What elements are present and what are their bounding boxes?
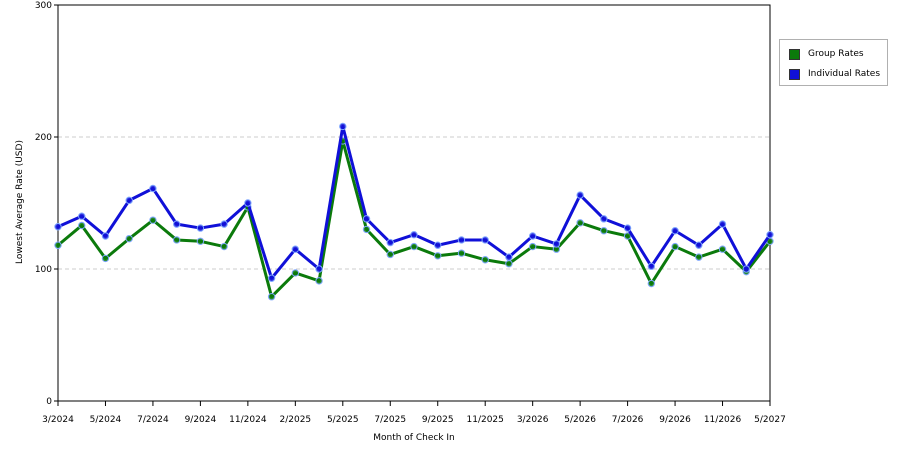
data-point-individual-rates <box>647 262 656 271</box>
legend-swatch-group-rates <box>789 48 800 60</box>
data-point-group-rates <box>315 277 323 285</box>
legend-item-individual-rates: Individual Rates <box>789 67 880 81</box>
data-point-individual-rates <box>125 196 133 205</box>
data-point-group-rates <box>172 236 181 244</box>
data-point-group-rates <box>125 234 133 243</box>
data-point-group-rates <box>481 256 489 264</box>
data-point-individual-rates <box>457 236 466 244</box>
data-point-individual-rates <box>766 230 774 239</box>
data-point-group-rates <box>671 242 679 251</box>
x-tick-label: 5/2025 <box>327 415 359 425</box>
data-point-group-rates <box>434 252 442 260</box>
x-tick-label: 3/2024 <box>42 415 74 425</box>
series-line-group-rates <box>56 139 772 299</box>
axes-layer: 0 100 200 300 3/2024 5/2024 7/2024 9/2024 11/202… <box>35 1 786 425</box>
data-point-individual-rates <box>600 215 608 223</box>
x-tick-label: 7/2024 <box>137 415 169 425</box>
data-point-group-rates <box>505 260 513 268</box>
y-tick-label: 300 <box>35 1 52 11</box>
data-point-individual-rates <box>671 227 679 235</box>
data-point-group-rates <box>718 245 727 253</box>
x-tick-label: 9/2025 <box>422 415 454 425</box>
plot-frame <box>57 4 771 402</box>
data-point-group-rates <box>457 249 466 257</box>
x-tick-label: 9/2024 <box>185 415 217 425</box>
x-tick-label: 5/2024 <box>90 415 122 425</box>
data-point-group-rates <box>410 242 418 251</box>
y-tick-label: 0 <box>46 397 52 407</box>
data-point-group-rates <box>362 225 371 234</box>
data-point-individual-rates <box>244 199 252 207</box>
x-tick-label: 7/2026 <box>612 415 644 425</box>
data-point-group-rates <box>695 253 703 261</box>
legend-label-group-rates: Group Rates <box>808 49 864 59</box>
data-point-individual-rates <box>78 212 86 220</box>
x-tick-label: 9/2026 <box>659 415 691 425</box>
x-tick-label: 5/2027 <box>754 415 786 425</box>
x-tick-label: 7/2025 <box>374 415 406 425</box>
data-point-group-rates <box>220 242 228 251</box>
x-tick-label: 3/2026 <box>517 415 549 425</box>
data-point-group-rates <box>267 293 276 301</box>
data-point-individual-rates <box>505 253 513 261</box>
data-point-individual-rates <box>623 224 632 232</box>
data-point-individual-rates <box>552 240 561 248</box>
data-point-individual-rates <box>149 184 157 193</box>
x-axis-title: Month of Check In <box>373 433 455 443</box>
data-point-group-rates <box>54 241 62 249</box>
legend-item-group-rates: Group Rates <box>789 47 864 61</box>
data-point-group-rates <box>78 221 86 230</box>
y-tick-label: 200 <box>35 133 52 143</box>
legend-label-individual-rates: Individual Rates <box>808 69 881 79</box>
data-point-individual-rates <box>695 241 703 249</box>
data-point-individual-rates <box>54 223 62 231</box>
data-point-individual-rates <box>742 265 750 273</box>
y-axis-title: Lowest Average Rate (USD) <box>15 140 25 264</box>
data-point-group-rates <box>528 242 537 251</box>
data-point-group-rates <box>149 216 157 224</box>
x-tick-label: 11/2024 <box>229 415 267 425</box>
data-point-individual-rates <box>220 220 228 228</box>
data-point-group-rates <box>291 269 300 277</box>
data-point-individual-rates <box>386 238 394 247</box>
data-point-individual-rates <box>172 220 181 228</box>
data-point-individual-rates <box>528 232 537 240</box>
data-point-individual-rates <box>481 236 489 244</box>
data-point-individual-rates <box>267 274 276 282</box>
data-point-individual-rates <box>718 220 727 228</box>
data-point-individual-rates <box>101 232 110 240</box>
data-point-group-rates <box>576 219 584 227</box>
series-line-individual-rates <box>56 124 772 280</box>
data-point-individual-rates <box>339 122 347 131</box>
data-point-group-rates <box>101 254 110 263</box>
data-point-individual-rates <box>362 215 371 223</box>
series-layer <box>54 122 774 301</box>
data-point-group-rates <box>600 227 608 235</box>
x-tick-label: 11/2025 <box>467 415 504 425</box>
data-point-individual-rates <box>434 241 442 249</box>
x-tick-label: 2/2025 <box>279 415 311 425</box>
data-point-individual-rates <box>315 265 323 273</box>
data-point-group-rates <box>196 237 205 245</box>
data-point-group-rates <box>386 250 394 259</box>
x-tick-label: 5/2026 <box>564 415 596 425</box>
data-point-individual-rates <box>576 191 584 199</box>
data-point-individual-rates <box>410 230 418 239</box>
data-point-individual-rates <box>196 224 205 232</box>
data-point-group-rates <box>647 279 656 288</box>
legend: Group Rates Individual Rates <box>779 39 888 86</box>
y-tick-label: 100 <box>35 265 52 275</box>
legend-swatch-individual-rates <box>789 68 800 80</box>
data-point-individual-rates <box>291 245 300 253</box>
x-tick-label: 11/2026 <box>704 415 742 425</box>
